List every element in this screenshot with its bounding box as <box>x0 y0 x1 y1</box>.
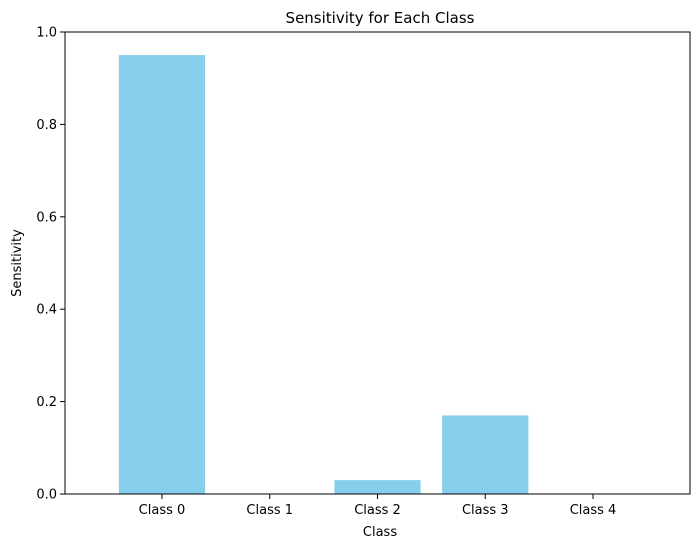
x-tick-label: Class 4 <box>570 503 617 518</box>
bars-group <box>118 55 529 494</box>
bar-class-0 <box>118 55 206 494</box>
y-tick-label: 0.0 <box>36 488 57 503</box>
bar-class-3 <box>442 415 529 494</box>
x-axis-label: Class <box>363 525 397 540</box>
x-tick-label: Class 0 <box>139 503 186 518</box>
y-tick-label: 0.2 <box>36 395 57 410</box>
x-axis-ticks: Class 0 Class 1 Class 2 Class 3 Class 4 <box>139 494 617 518</box>
x-tick-label: Class 2 <box>354 503 401 518</box>
bar-class-2 <box>334 480 421 494</box>
y-axis-label: Sensitivity <box>10 229 25 297</box>
y-tick-label: 1.0 <box>36 26 57 41</box>
y-tick-label: 0.4 <box>36 303 57 318</box>
y-axis-ticks: 0.0 0.2 0.4 0.6 0.8 1.0 <box>36 26 65 503</box>
y-tick-label: 0.8 <box>36 118 57 133</box>
x-tick-label: Class 1 <box>246 503 293 518</box>
x-tick-label: Class 3 <box>462 503 509 518</box>
y-tick-label: 0.6 <box>36 210 57 225</box>
chart-title: Sensitivity for Each Class <box>286 9 475 27</box>
